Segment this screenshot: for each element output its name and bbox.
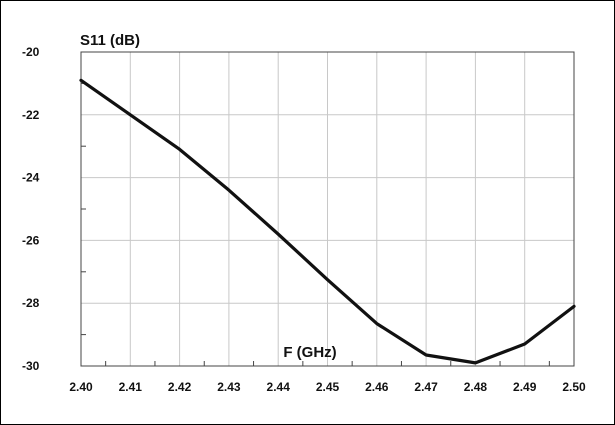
x-tick-label: 2.48 xyxy=(464,380,488,394)
x-tick-labels: 2.40 2.41 2.42 2.43 2.44 2.45 2.46 2.47 2.48 2.49… xyxy=(69,380,586,394)
x-tick-label: 2.42 xyxy=(168,380,192,394)
x-axis-title: F (GHz) xyxy=(283,344,336,361)
x-tick-label: 2.49 xyxy=(513,380,537,394)
y-tick-labels: -20 -22 -24 -26 -28 -30 xyxy=(22,45,40,373)
y-tick-label: -30 xyxy=(22,359,40,373)
x-tick-label: 2.47 xyxy=(414,380,438,394)
y-tick-label: -28 xyxy=(22,296,40,310)
y-tick-label: -22 xyxy=(22,108,40,122)
x-tick-label: 2.40 xyxy=(69,380,93,394)
grid-lines xyxy=(81,52,574,366)
series-line xyxy=(79,78,576,365)
plot-area-border xyxy=(80,51,575,367)
y-axis-title: S11 (dB) xyxy=(80,32,140,49)
x-tick-label: 2.41 xyxy=(119,380,143,394)
data-series-group xyxy=(79,78,576,365)
x-tick-label: 2.50 xyxy=(562,380,586,394)
y-tick-label: -24 xyxy=(22,171,40,185)
x-tick-label: 2.46 xyxy=(365,380,389,394)
minor-ticks xyxy=(81,82,550,366)
y-tick-label: -26 xyxy=(22,233,40,247)
y-tick-label: -20 xyxy=(22,45,40,59)
x-tick-label: 2.44 xyxy=(267,380,291,394)
x-tick-label: 2.45 xyxy=(316,380,340,394)
x-tick-label: 2.43 xyxy=(217,380,241,394)
